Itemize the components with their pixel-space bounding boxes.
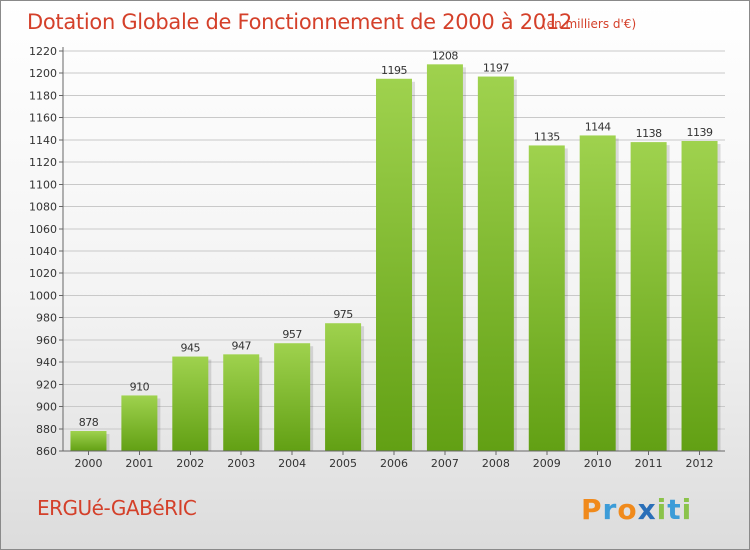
chart-title: Dotation Globale de Fonctionnement de 20…: [27, 10, 572, 34]
bar-value-label: 945: [181, 342, 201, 355]
y-tick-label: 1140: [29, 134, 57, 147]
bars: 878 910 945 947 957 975 1195 1208 1197 1135 1144 11…: [70, 49, 721, 452]
y-tick-label: 1120: [29, 156, 57, 169]
proxiti-logo: Proxiti: [581, 493, 692, 526]
x-tick-label: 2007: [431, 457, 459, 470]
bar-value-label: 1135: [534, 130, 560, 143]
y-tick-label: 860: [36, 445, 57, 458]
x-tick-label: 2012: [686, 457, 714, 470]
bar: [223, 354, 260, 451]
y-tick-label: 1060: [29, 223, 57, 236]
x-tick-label: 2002: [176, 457, 204, 470]
y-tick-label: 1080: [29, 201, 57, 214]
y-tick-label: 1200: [29, 67, 57, 80]
bar-value-label: 957: [282, 328, 302, 341]
y-tick-label: 880: [36, 423, 57, 436]
y-tick-label: 900: [36, 401, 57, 414]
bar: [477, 76, 514, 452]
bar: [376, 78, 412, 452]
y-tick-label: 1160: [29, 112, 57, 125]
x-tick-label: 2008: [482, 457, 510, 470]
y-tick-label: 1020: [29, 267, 57, 280]
bar-value-label: 1139: [687, 126, 713, 139]
bar-value-label: 1197: [483, 62, 509, 75]
y-tick-label: 920: [36, 378, 57, 391]
bar: [579, 135, 616, 451]
x-tick-label: 2004: [278, 457, 306, 470]
x-tick-label: 2003: [227, 457, 255, 470]
x-tick-label: 2006: [380, 457, 408, 470]
y-tick-label: 1040: [29, 245, 57, 258]
bar: [630, 142, 667, 451]
x-tick-label: 2000: [74, 457, 102, 470]
bar-value-label: 1144: [585, 120, 611, 133]
bar-value-label: 1138: [636, 127, 662, 140]
chart-subtitle: (en milliers d'€): [542, 17, 637, 31]
bar-value-label: 1208: [432, 49, 458, 62]
y-tick-label: 1100: [29, 178, 57, 191]
y-tick-label: 940: [36, 356, 57, 369]
commune-name: ERGUé-GABéRIC: [37, 496, 197, 520]
bar: [121, 395, 158, 451]
y-tick-label: 1180: [29, 89, 57, 102]
x-tick-label: 2001: [125, 457, 153, 470]
bar-value-label: 947: [231, 339, 251, 352]
bar: [274, 343, 311, 451]
bar: [70, 431, 107, 451]
bar: [172, 356, 209, 451]
bar: [681, 141, 718, 451]
y-tick-label: 980: [36, 312, 57, 325]
axes: 860 880 900 920 940 960 980 1000 1020 1040 1060 108…: [29, 45, 725, 470]
x-tick-label: 2010: [584, 457, 612, 470]
bar-value-label: 878: [79, 416, 99, 429]
bar: [528, 145, 565, 451]
x-tick-label: 2011: [635, 457, 663, 470]
svg-text:Proxiti: Proxiti: [581, 493, 692, 526]
x-tick-label: 2005: [329, 457, 357, 470]
bar-value-label: 910: [130, 380, 150, 393]
y-tick-label: 1220: [29, 45, 57, 58]
y-tick-label: 960: [36, 334, 57, 347]
y-tick-label: 1000: [29, 289, 57, 302]
bar: [426, 64, 463, 452]
bar-value-label: 1195: [381, 64, 407, 77]
bar: [325, 323, 362, 451]
x-tick-label: 2009: [533, 457, 561, 470]
bar-value-label: 975: [333, 308, 353, 321]
